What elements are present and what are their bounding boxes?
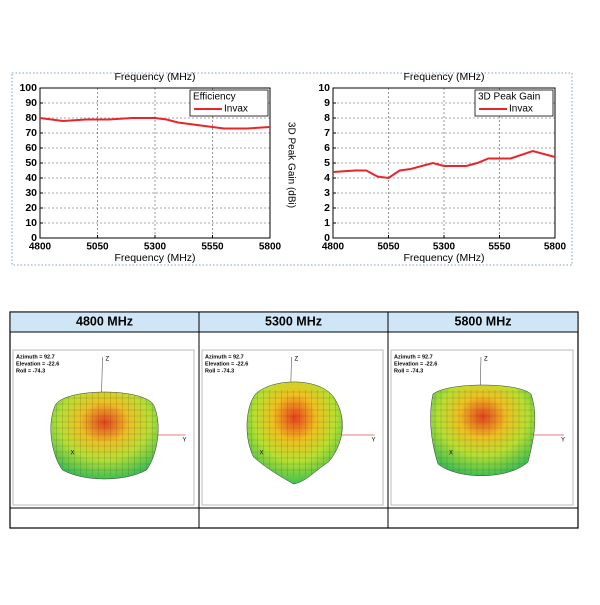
x-tick-label: 5300 <box>433 242 456 253</box>
x-tick-label: 5550 <box>201 242 224 253</box>
y-tick-label: 0 <box>324 232 330 244</box>
plot-border <box>332 87 556 239</box>
axis-label: Z <box>106 357 110 363</box>
y-tick-label: 2 <box>324 202 330 214</box>
x-tick-label: 5050 <box>86 242 109 253</box>
pattern-annotation: Azimuth = 92.7 <box>394 354 433 360</box>
x-tick-label: 5550 <box>488 242 511 253</box>
y-tick-label: 100 <box>19 82 37 94</box>
data-line <box>39 117 271 130</box>
y-tick-label: 4 <box>324 172 330 184</box>
y-axis-label: 3D Peak Gain (dBi) <box>285 122 296 208</box>
chart-title: Frequency (MHz) <box>114 71 195 83</box>
chart-frame <box>11 72 573 266</box>
y-tick-label: 90 <box>25 97 37 109</box>
pattern-annotation: Elevation = -22.6 <box>205 361 248 367</box>
x-tick-label: 5300 <box>144 242 167 253</box>
y-tick-label: 1 <box>324 217 330 229</box>
y-tick-label: 20 <box>25 202 37 214</box>
axis-label: X <box>449 451 453 457</box>
axis-label: Y <box>183 438 187 444</box>
pattern-surface <box>430 384 536 476</box>
legend-box <box>189 89 269 117</box>
y-tick-label: 10 <box>318 82 330 94</box>
axis-label: Z <box>484 357 488 363</box>
column-header: 4800 MHz <box>76 314 133 328</box>
x-axis-label: Frequency (MHz) <box>114 252 195 264</box>
y-tick-label: 40 <box>25 172 37 184</box>
x-axis-label: Frequency (MHz) <box>403 252 484 264</box>
x-tick-label: 4800 <box>322 242 345 253</box>
pattern-annotation: Azimuth = 92.7 <box>16 354 55 360</box>
pattern-annotation: Elevation = -22.6 <box>394 361 437 367</box>
legend-title: Efficiency <box>193 92 236 103</box>
axis-label: Y <box>372 438 376 444</box>
pattern-annotation: Roll = -74.3 <box>394 368 423 374</box>
x-tick-label: 4800 <box>29 242 52 253</box>
axis-label: Y <box>561 438 565 444</box>
plot-border <box>39 87 271 239</box>
pattern-annotation: Elevation = -22.6 <box>16 361 59 367</box>
legend-label: Invax <box>224 104 248 115</box>
legend-title: 3D Peak Gain <box>478 92 540 103</box>
y-tick-label: 80 <box>25 112 37 124</box>
x-tick-label: 5800 <box>259 242 282 253</box>
pattern-annotation: Roll = -74.3 <box>16 368 45 374</box>
y-tick-label: 70 <box>25 127 37 139</box>
y-tick-label: 6 <box>324 142 330 154</box>
chart-title: Frequency (MHz) <box>403 71 484 83</box>
y-tick-label: 60 <box>25 142 37 154</box>
y-tick-label: 10 <box>25 217 37 229</box>
x-tick-label: 5800 <box>544 242 567 253</box>
radiation-pattern <box>430 384 536 476</box>
y-tick-label: 30 <box>25 187 37 199</box>
y-tick-label: 3 <box>324 187 330 199</box>
axis-label: X <box>260 451 264 457</box>
pattern-annotation: Roll = -74.3 <box>205 368 234 374</box>
column-header: 5300 MHz <box>265 314 322 328</box>
radiation-pattern <box>50 391 159 480</box>
axis-label: Z <box>295 357 299 363</box>
legend-box <box>474 89 554 117</box>
table-header <box>9 311 579 333</box>
y-tick-label: 7 <box>324 127 330 139</box>
pattern-annotation: Azimuth = 92.7 <box>205 354 244 360</box>
data-line <box>332 149 556 180</box>
radiation-pattern <box>246 381 343 485</box>
legend-label: Invax <box>509 104 533 115</box>
x-tick-label: 5050 <box>377 242 400 253</box>
y-tick-label: 0 <box>31 232 37 244</box>
column-header: 5800 MHz <box>455 314 512 328</box>
y-tick-label: 9 <box>324 97 330 109</box>
axis-label: X <box>71 451 75 457</box>
y-tick-label: 50 <box>25 157 37 169</box>
y-tick-label: 5 <box>324 157 330 169</box>
pattern-surface <box>246 381 343 485</box>
y-tick-label: 8 <box>324 112 330 124</box>
